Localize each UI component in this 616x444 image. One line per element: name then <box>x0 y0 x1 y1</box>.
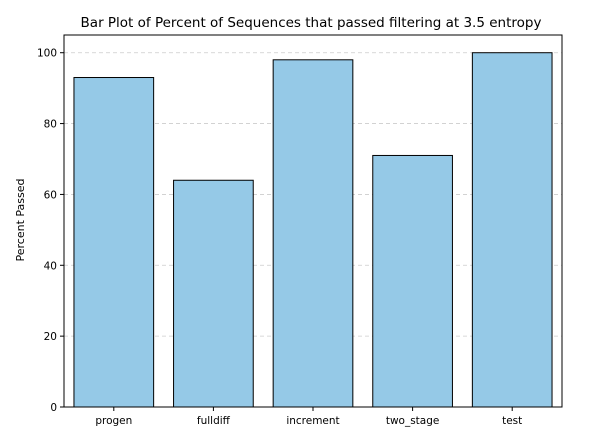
bar-increment <box>272 59 354 408</box>
x-tick-label: progen <box>95 415 132 427</box>
bar-test <box>471 52 553 408</box>
y-ticks: 0 20 40 60 80 100 <box>37 48 64 414</box>
y-tick-label: 40 <box>44 260 57 272</box>
y-tick-label: 60 <box>44 189 57 201</box>
y-tick-label: 100 <box>37 48 57 60</box>
bars <box>73 52 553 408</box>
bar-progen <box>73 77 155 408</box>
x-tick-label: test <box>502 415 522 427</box>
x-tick-label: increment <box>286 415 339 427</box>
y-tick-label: 20 <box>44 331 57 343</box>
bar-fulldiff <box>173 179 254 408</box>
bar-two_stage <box>372 154 453 408</box>
chart-title: Bar Plot of Percent of Sequences that pa… <box>81 15 542 31</box>
y-tick-label: 80 <box>44 119 57 131</box>
x-ticks: progen fulldiff increment two_stage test <box>95 407 522 427</box>
y-tick-label: 0 <box>50 402 57 414</box>
x-tick-label: two_stage <box>386 415 440 427</box>
x-tick-label: fulldiff <box>197 415 231 427</box>
y-axis-label: Percent Passed <box>14 179 27 262</box>
